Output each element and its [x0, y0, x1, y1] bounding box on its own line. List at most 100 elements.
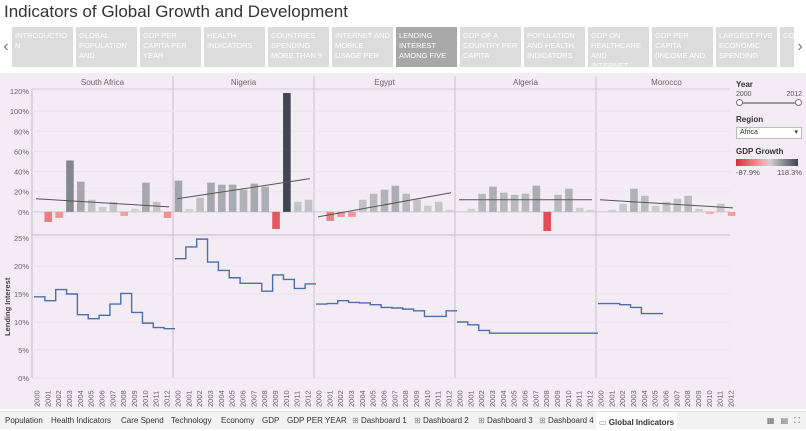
x-tick-label: 2006: [380, 390, 389, 407]
story-tab[interactable]: INTERNET AND MOBILE USAGE PER: [332, 27, 393, 67]
view-controls[interactable]: ▦ ▤ ⛶: [766, 416, 802, 425]
x-tick-label: 2006: [521, 390, 530, 407]
story-tab[interactable]: COUNTRIES SPENDING MORE THAN 9: [268, 27, 329, 67]
grid-icon: ⊞: [539, 416, 548, 425]
year-min-value: 2000: [736, 91, 752, 98]
x-tick-label: 2012: [586, 390, 595, 407]
sheet-tab-bar: ▦ ▤ ⛶ Population Health Indicators Care Sp…: [0, 411, 806, 430]
gdp-growth-bar: [304, 199, 313, 212]
y-tick-label: 10%: [14, 318, 29, 327]
sheet-tab[interactable]: Economy: [218, 412, 257, 430]
x-tick-label: 2000: [455, 390, 464, 407]
x-tick-label: 2005: [87, 390, 96, 407]
sheet-tab[interactable]: ⊞ Dashboard 4: [536, 412, 597, 430]
x-tick-label: 2011: [716, 391, 725, 407]
x-tick-label: 2010: [282, 390, 291, 407]
trend-line: [176, 178, 311, 200]
y-tick-label: 80%: [14, 127, 29, 136]
story-tab[interactable]: CO: [780, 27, 794, 67]
sheet-tab[interactable]: Health Indicators: [48, 412, 114, 430]
x-tick-label: 2004: [76, 390, 85, 407]
x-tick-label: 2001: [325, 390, 334, 407]
sheet-tab[interactable]: GDP PER YEAR: [284, 412, 350, 430]
gdp-growth-bar: [337, 211, 345, 217]
sheet-tab[interactable]: ▭ Global Indicators: [596, 412, 678, 430]
story-tab[interactable]: GLOBAL POPULATION AND: [76, 27, 137, 67]
gdp-growth-bar: [445, 209, 454, 212]
lending-interest-line: [316, 300, 457, 318]
gdp-growth-bar: [716, 203, 725, 212]
y-tick-label: 120%: [10, 87, 30, 96]
legend-max-value: 118.3%: [777, 168, 802, 177]
gdp-growth-bar: [250, 183, 259, 212]
gdp-growth-bar: [98, 206, 107, 212]
y-tick-label: 40%: [14, 168, 29, 177]
x-tick-label: 2007: [672, 390, 681, 407]
grid-icon: ⊞: [352, 416, 361, 425]
y-tick-label: 5%: [18, 346, 29, 355]
x-tick-label: 2005: [369, 390, 378, 407]
gdp-growth-bar: [413, 199, 421, 212]
y-tick-label: 100%: [10, 107, 30, 116]
sheet-tab-label: Dashboard 1: [360, 416, 407, 425]
sheet-tab[interactable]: GDP: [259, 412, 282, 430]
story-tab[interactable]: LARGEST FIVE ECONOMIC SPENDING: [716, 27, 777, 67]
page-title: Indicators of Global Growth and Developm…: [4, 2, 348, 21]
story-tab[interactable]: HEALTH INDICATORS: [204, 27, 265, 67]
story-tab[interactable]: GDP PER CAPITA (INCOME AND: [652, 27, 713, 67]
gdp-growth-bar: [586, 209, 595, 212]
slider-track: [739, 102, 799, 104]
story-tab[interactable]: LENDING INTEREST AMONG FIVE: [396, 27, 457, 67]
gdp-growth-bar: [109, 201, 118, 212]
sheet-tab[interactable]: ⊞ Dashboard 1: [349, 412, 410, 430]
sheet-tab-label: Care Spend: [121, 416, 164, 425]
region-filter-label: Region: [736, 115, 764, 124]
gdp-growth-bar: [727, 211, 736, 216]
filter-sidebar: Year 2000 2012 Region Africa ▾ GDP Growt…: [736, 80, 802, 177]
story-tab[interactable]: GDP OF A COUNTRY PER CAPITA: [460, 27, 521, 67]
y-tick-label: 20%: [14, 188, 29, 197]
story-prev-arrow-icon[interactable]: ‹: [3, 38, 9, 55]
story-tab[interactable]: GDP PER CAPITA PER YEAR: [140, 27, 201, 67]
x-tick-label: 2003: [65, 390, 74, 407]
sheet-tab[interactable]: Population: [2, 412, 46, 430]
x-tick-label: 2009: [412, 390, 421, 407]
x-tick-label: 2009: [553, 390, 562, 407]
x-tick-label: 2012: [304, 390, 313, 407]
story-point-navigator: INTRODUCTIO N GLOBAL POPULATION AND GDP PE…: [12, 27, 794, 67]
gdp-growth-bar: [207, 182, 215, 212]
y-tick-label: 0%: [18, 374, 29, 383]
x-tick-label: 2003: [629, 390, 638, 407]
gdp-growth-bar: [434, 201, 443, 212]
x-tick-label: 2009: [694, 390, 703, 407]
x-tick-label: 2006: [662, 390, 671, 407]
sheet-tab[interactable]: ⊞ Dashboard 3: [475, 412, 536, 430]
x-tick-label: 2011: [434, 391, 443, 407]
region-select[interactable]: Africa ▾: [736, 127, 802, 139]
story-tab[interactable]: GDP ON HEALTHCARE AND INTERNET: [588, 27, 649, 67]
year-range-slider[interactable]: [736, 99, 802, 107]
legend-title: GDP Growth: [736, 147, 784, 156]
x-tick-label: 2001: [43, 390, 52, 407]
gdp-growth-bar: [185, 208, 194, 212]
story-next-arrow-icon[interactable]: ›: [797, 38, 803, 55]
grid-icon: ⊞: [414, 416, 423, 425]
x-tick-label: 2012: [163, 390, 172, 407]
sheet-tab[interactable]: Technology: [168, 412, 214, 430]
x-tick-label: 2010: [564, 390, 573, 407]
x-tick-label: 2009: [271, 390, 280, 407]
gdp-growth-bar: [87, 199, 96, 212]
slider-max-handle[interactable]: [795, 99, 802, 106]
x-tick-label: 2002: [336, 390, 345, 407]
x-tick-label: 2012: [727, 390, 736, 407]
sheet-tab[interactable]: ⊞ Dashboard 2: [411, 412, 472, 430]
slider-min-handle[interactable]: [736, 99, 743, 106]
gdp-growth-bar: [131, 208, 139, 212]
story-tab[interactable]: INTRODUCTIO N: [12, 27, 73, 67]
y-tick-label: 15%: [14, 290, 29, 299]
x-tick-label: 2011: [293, 391, 302, 407]
x-tick-label: 2004: [640, 390, 649, 407]
story-tab[interactable]: POPULATION AND HEALTH INDICATORS: [524, 27, 585, 67]
sheet-tab[interactable]: Care Spend: [118, 412, 167, 430]
trend-line: [35, 198, 170, 208]
